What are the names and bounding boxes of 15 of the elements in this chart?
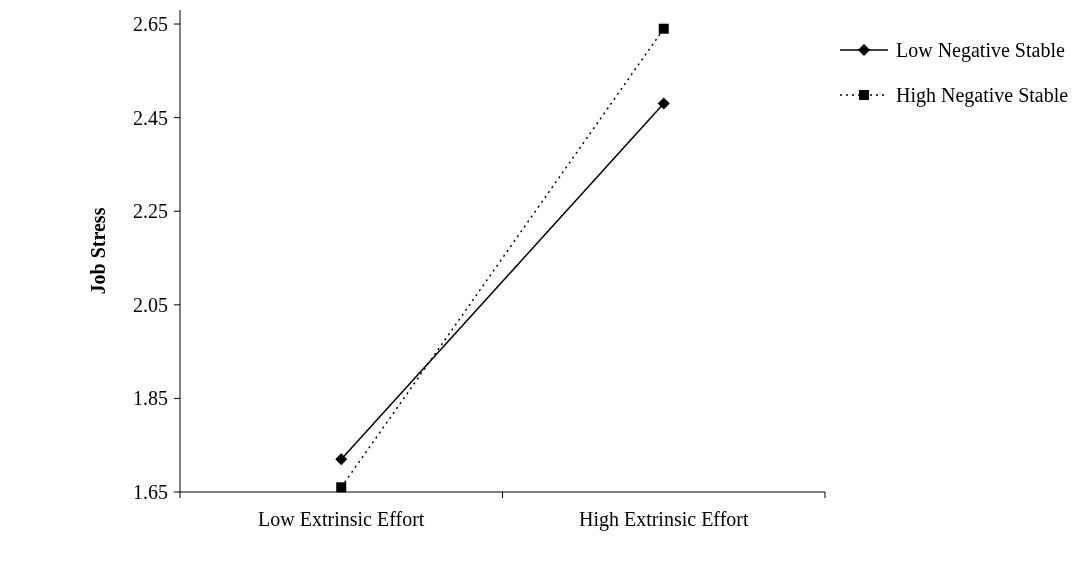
point (335, 453, 348, 466)
y-axis-title: Job Stress (87, 207, 109, 295)
y-tick-label: 2.45 (133, 106, 168, 129)
point (657, 97, 670, 110)
y-tick-label: 2.05 (133, 293, 168, 316)
point (658, 23, 669, 34)
x-tick-label: High Extrinsic Effort (578, 508, 749, 531)
y-tick-label: 1.85 (133, 387, 168, 410)
point (336, 482, 347, 493)
y-tick-label: 2.25 (133, 200, 168, 223)
legend-label: Low Negative Stable (896, 39, 1065, 62)
y-tick-label: 2.65 (133, 13, 168, 36)
y-tick-label: 1.65 (133, 481, 168, 503)
legend-label: High Negative Stable (896, 84, 1069, 107)
x-tick-label: Low Extrinsic Effort (258, 508, 425, 530)
